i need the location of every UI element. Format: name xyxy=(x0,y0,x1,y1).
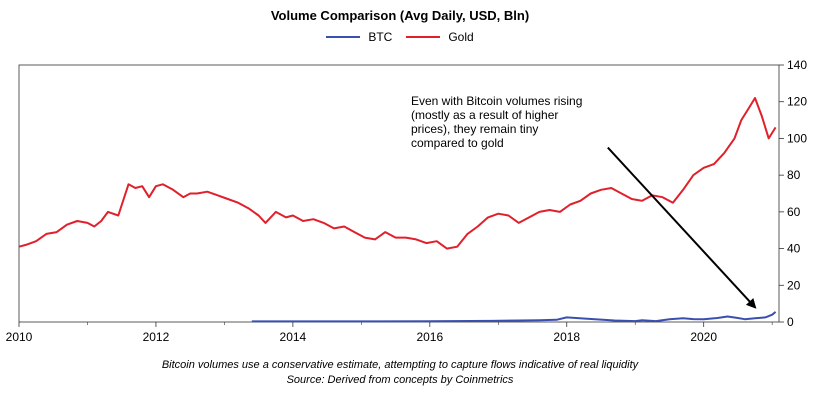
footnote-line: Bitcoin volumes use a conservative estim… xyxy=(161,359,639,371)
x-tick-label: 2016 xyxy=(416,330,443,344)
x-tick-label: 2020 xyxy=(690,330,717,344)
series-line-gold xyxy=(18,97,777,250)
x-tick-label: 2014 xyxy=(280,330,307,344)
chart-footnote: Bitcoin volumes use a conservative estim… xyxy=(0,358,800,388)
y-tick-label: 40 xyxy=(787,242,801,256)
legend-item-btc: BTC xyxy=(326,30,392,44)
y-tick-label: 120 xyxy=(787,95,807,109)
x-tick-label: 2018 xyxy=(553,330,580,344)
annotation-line: (mostly as a result of higher xyxy=(411,108,559,122)
annotation-line: prices), they remain tiny xyxy=(411,122,539,136)
legend-label-gold: Gold xyxy=(448,30,474,44)
annotation-arrow xyxy=(607,146,757,309)
legend-swatch-btc xyxy=(326,36,361,38)
legend-label-btc: BTC xyxy=(368,30,393,44)
y-tick-label: 80 xyxy=(787,168,801,182)
y-tick-label: 60 xyxy=(787,205,801,219)
series-line-btc xyxy=(251,311,777,323)
chart-title: Volume Comparison (Avg Daily, USD, Bln) xyxy=(270,8,530,23)
y-tick-label: 20 xyxy=(787,278,801,292)
y-tick-label: 100 xyxy=(787,131,807,145)
source-line: Source: Derived from concepts by Coinmet… xyxy=(286,374,514,386)
y-tick-label: 140 xyxy=(787,58,807,72)
legend-item-gold: Gold xyxy=(406,30,474,44)
x-tick-label: 2012 xyxy=(143,330,170,344)
x-tick-label: 2010 xyxy=(6,330,33,344)
chart-legend: BTC Gold xyxy=(0,30,800,44)
y-tick-label: 0 xyxy=(787,315,794,329)
plot-frame xyxy=(18,64,780,323)
chart-annotation: Even with Bitcoin volumes rising (mostly… xyxy=(411,94,611,150)
legend-swatch-gold xyxy=(406,36,441,38)
annotation-line: compared to gold xyxy=(411,136,504,150)
annotation-line: Even with Bitcoin volumes rising xyxy=(411,94,583,108)
